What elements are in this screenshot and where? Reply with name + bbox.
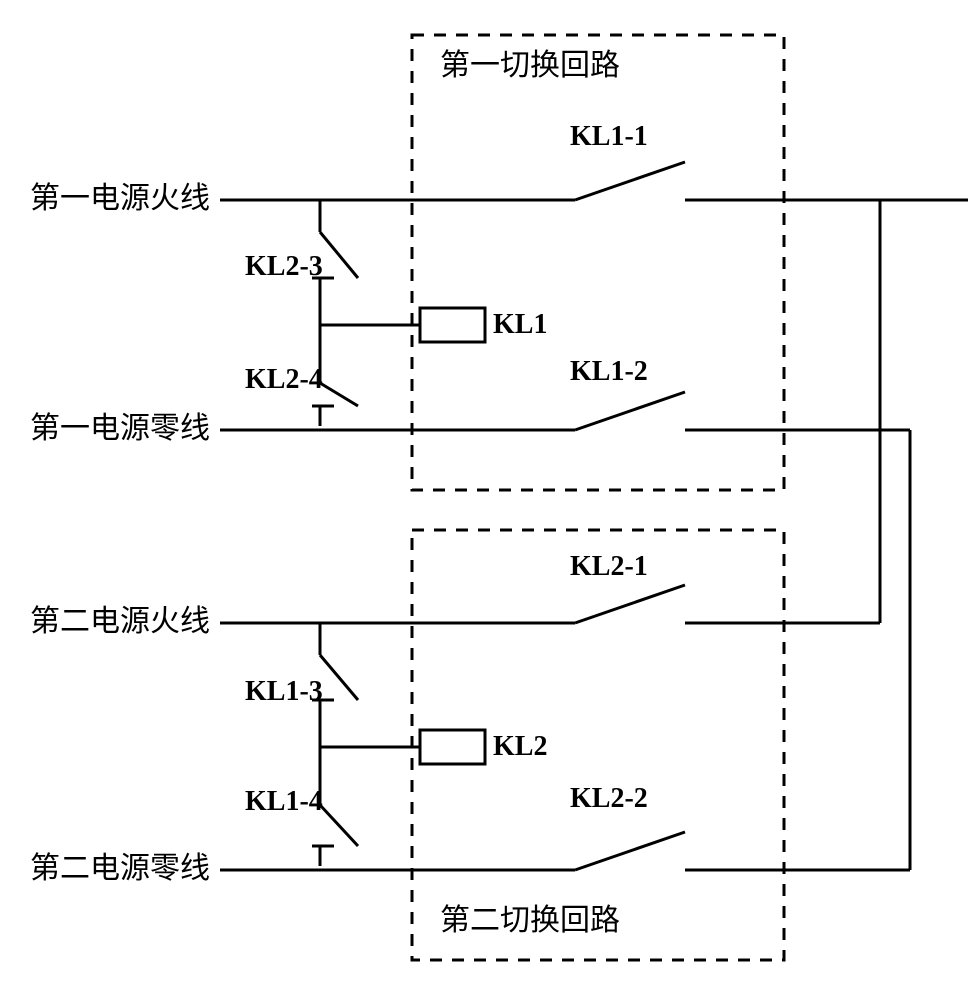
loop2-box <box>412 530 784 960</box>
label-kl1-3: KL1-3 <box>245 676 323 707</box>
label-loop1: 第一切换回路 <box>440 49 620 82</box>
label-live1: 第一电源火线 <box>30 182 210 215</box>
label-kl1-2: KL1-2 <box>570 356 648 387</box>
label-kl1-4: KL1-4 <box>245 786 323 817</box>
label-live2: 第二电源火线 <box>30 605 210 638</box>
label-kl2-4: KL2-4 <box>245 364 323 395</box>
kl2-4-switch-blade <box>320 383 358 406</box>
kl1-4-switch-blade <box>320 805 358 846</box>
kl1-coil <box>420 308 485 342</box>
label-neutral1: 第一电源零线 <box>30 412 210 445</box>
label-loop2: 第二切换回路 <box>440 904 620 937</box>
kl1-1-switch-blade <box>575 162 685 200</box>
label-kl2: KL2 <box>493 731 547 762</box>
kl2-3-switch-blade <box>320 232 358 278</box>
kl2-coil <box>420 730 485 764</box>
label-kl2-2: KL2-2 <box>570 783 648 814</box>
label-neutral2: 第二电源零线 <box>30 852 210 885</box>
kl2-1-switch-blade <box>575 585 685 623</box>
label-kl2-3: KL2-3 <box>245 251 323 282</box>
kl1-2-switch-blade <box>575 392 685 430</box>
label-kl1-1: KL1-1 <box>570 121 648 152</box>
label-kl1: KL1 <box>493 309 547 340</box>
label-kl2-1: KL2-1 <box>570 551 648 582</box>
kl1-3-switch-blade <box>320 655 358 700</box>
kl2-2-switch-blade <box>575 832 685 870</box>
